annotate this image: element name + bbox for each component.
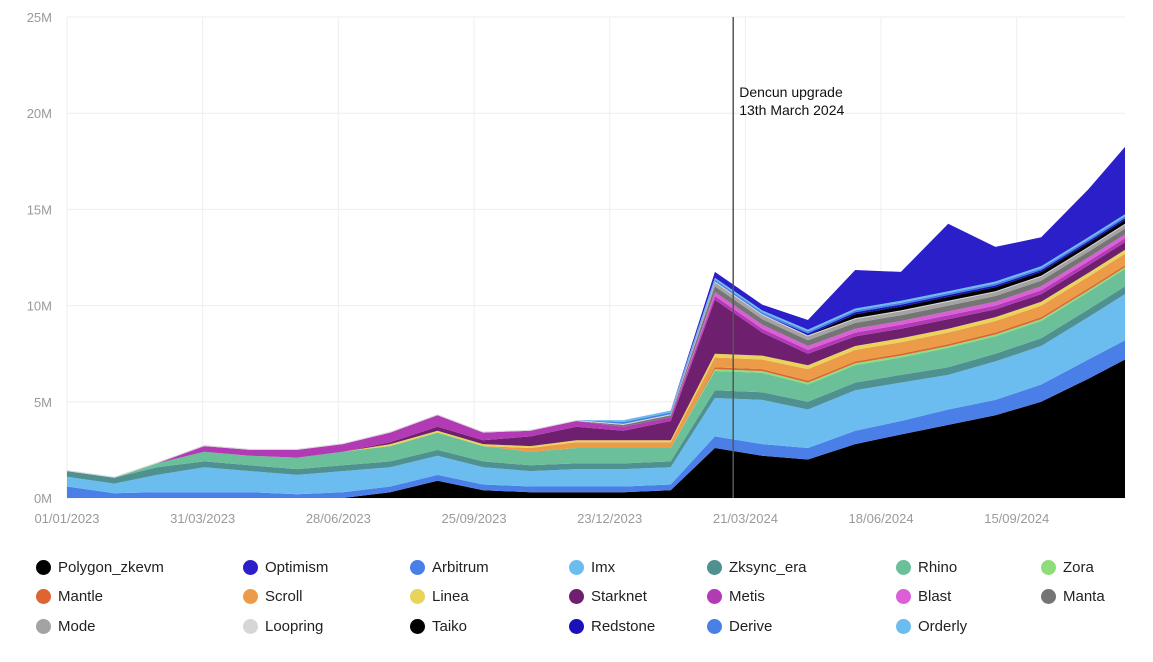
legend-swatch-icon bbox=[36, 589, 51, 604]
legend-item-mantle[interactable]: Mantle bbox=[36, 588, 103, 605]
legend-item-zora[interactable]: Zora bbox=[1041, 559, 1094, 576]
legend-item-linea[interactable]: Linea bbox=[410, 588, 469, 605]
legend-item-polygon_zkevm[interactable]: Polygon_zkevm bbox=[36, 559, 164, 576]
y-tick-label: 15M bbox=[27, 202, 52, 217]
legend-label: Taiko bbox=[432, 618, 468, 635]
legend-label: Polygon_zkevm bbox=[58, 559, 164, 576]
legend-swatch-icon bbox=[410, 560, 425, 575]
x-tick-label: 23/12/2023 bbox=[577, 511, 642, 526]
x-tick-label: 18/06/2024 bbox=[849, 511, 914, 526]
legend-label: Mantle bbox=[58, 588, 104, 605]
legend-label: Mode bbox=[58, 618, 96, 635]
axes: 0M 5M 10M 15M 20M 25M 01/01/2023 31/03/2023 28/0… bbox=[27, 10, 1050, 526]
x-tick-label: 01/01/2023 bbox=[34, 511, 99, 526]
legend-swatch-icon bbox=[410, 619, 425, 634]
legend-label: Scroll bbox=[265, 588, 303, 605]
legend-swatch-icon bbox=[410, 589, 425, 604]
x-tick-label: 21/03/2024 bbox=[713, 511, 778, 526]
legend-item-mode[interactable]: Mode bbox=[36, 618, 96, 635]
legend-swatch-icon bbox=[1041, 560, 1056, 575]
annotation-label-line1: Dencun upgrade bbox=[739, 84, 843, 100]
legend-label: Blast bbox=[918, 588, 952, 605]
legend-item-manta[interactable]: Manta bbox=[1041, 588, 1105, 605]
legend-swatch-icon bbox=[569, 560, 584, 575]
legend-item-metis[interactable]: Metis bbox=[707, 588, 765, 605]
area-starknet bbox=[67, 242, 1125, 478]
x-tick-label: 15/09/2024 bbox=[984, 511, 1049, 526]
legend-item-blast[interactable]: Blast bbox=[896, 588, 951, 605]
legend-label: Rhino bbox=[918, 559, 958, 576]
legend-swatch-icon bbox=[896, 560, 911, 575]
legend-swatch-icon bbox=[243, 619, 258, 634]
legend-item-taiko[interactable]: Taiko bbox=[410, 618, 467, 635]
y-tick-label: 0M bbox=[34, 491, 52, 506]
area-polygon_zkevm bbox=[67, 359, 1125, 498]
legend-item-loopring[interactable]: Loopring bbox=[243, 618, 323, 635]
y-tick-label: 5M bbox=[34, 395, 52, 410]
legend-swatch-icon bbox=[36, 560, 51, 575]
legend-label: Metis bbox=[729, 588, 765, 605]
legend-label: Orderly bbox=[918, 618, 968, 635]
y-tick-label: 25M bbox=[27, 10, 52, 25]
legend-swatch-icon bbox=[569, 589, 584, 604]
legend-label: Linea bbox=[432, 588, 469, 605]
legend-item-starknet[interactable]: Starknet bbox=[569, 588, 647, 605]
x-tick-label: 28/06/2023 bbox=[306, 511, 371, 526]
legend-label: Redstone bbox=[591, 618, 656, 635]
legend-swatch-icon bbox=[1041, 589, 1056, 604]
legend-label: Optimism bbox=[265, 559, 329, 576]
legend-swatch-icon bbox=[243, 560, 258, 575]
legend-swatch-icon bbox=[36, 619, 51, 634]
legend-label: Loopring bbox=[265, 618, 324, 635]
legend-item-rhino[interactable]: Rhino bbox=[896, 559, 957, 576]
legend-item-optimism[interactable]: Optimism bbox=[243, 559, 328, 576]
annotation-label-line2: 13th March 2024 bbox=[739, 102, 844, 118]
x-tick-label: 31/03/2023 bbox=[170, 511, 235, 526]
legend-swatch-icon bbox=[569, 619, 584, 634]
legend-label: Zksync_era bbox=[729, 559, 807, 576]
legend-label: Derive bbox=[729, 618, 773, 635]
legend-label: Manta bbox=[1063, 588, 1105, 605]
stacked-area-chart: 0M 5M 10M 15M 20M 25M 01/01/2023 31/03/2023 28/0… bbox=[27, 10, 1125, 526]
legend-swatch-icon bbox=[707, 589, 722, 604]
legend-item-orderly[interactable]: Orderly bbox=[896, 618, 967, 635]
legend-swatch-icon bbox=[896, 619, 911, 634]
legend-item-imx[interactable]: Imx bbox=[569, 559, 615, 576]
legend-item-zksync_era[interactable]: Zksync_era bbox=[707, 559, 807, 576]
legend-swatch-icon bbox=[243, 589, 258, 604]
legend-label: Arbitrum bbox=[432, 559, 489, 576]
legend-label: Starknet bbox=[591, 588, 647, 605]
legend-item-derive[interactable]: Derive bbox=[707, 618, 772, 635]
y-tick-label: 20M bbox=[27, 106, 52, 121]
legend-swatch-icon bbox=[707, 560, 722, 575]
x-tick-label: 25/09/2023 bbox=[442, 511, 507, 526]
legend-swatch-icon bbox=[707, 619, 722, 634]
y-tick-label: 10M bbox=[27, 299, 52, 314]
series-areas bbox=[67, 146, 1125, 498]
legend-label: Zora bbox=[1063, 559, 1094, 576]
legend-item-redstone[interactable]: Redstone bbox=[569, 618, 655, 635]
dencun-annotation: Dencun upgrade 13th March 2024 bbox=[732, 17, 844, 498]
legend-item-scroll[interactable]: Scroll bbox=[243, 588, 303, 605]
legend-swatch-icon bbox=[896, 589, 911, 604]
area-arbitrum bbox=[67, 340, 1125, 498]
legend-item-arbitrum[interactable]: Arbitrum bbox=[410, 559, 489, 576]
area-imx bbox=[67, 294, 1125, 495]
legend-label: Imx bbox=[591, 559, 616, 576]
